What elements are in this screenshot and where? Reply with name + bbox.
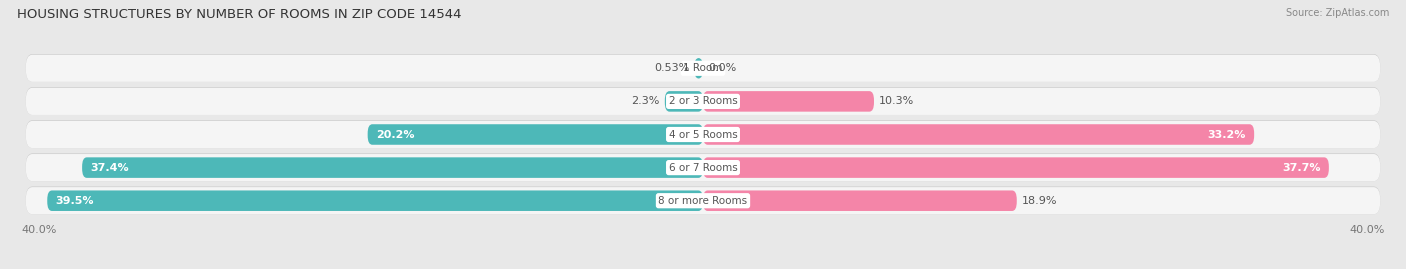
Text: 10.3%: 10.3% [879,96,914,107]
Text: 37.7%: 37.7% [1282,162,1320,173]
Text: 8 or more Rooms: 8 or more Rooms [658,196,748,206]
FancyBboxPatch shape [695,58,703,79]
Text: 18.9%: 18.9% [1022,196,1057,206]
Legend: Owner-occupied, Renter-occupied: Owner-occupied, Renter-occupied [586,268,820,269]
Text: 0.53%: 0.53% [654,63,689,73]
FancyBboxPatch shape [25,55,1381,82]
Text: 2 or 3 Rooms: 2 or 3 Rooms [669,96,737,107]
FancyBboxPatch shape [367,124,703,145]
Text: 37.4%: 37.4% [90,162,129,173]
FancyBboxPatch shape [665,91,703,112]
Text: 0.0%: 0.0% [709,63,737,73]
FancyBboxPatch shape [25,187,1381,214]
FancyBboxPatch shape [82,157,703,178]
Text: 1 Room: 1 Room [683,63,723,73]
Text: 33.2%: 33.2% [1208,129,1246,140]
FancyBboxPatch shape [703,124,1254,145]
Text: Source: ZipAtlas.com: Source: ZipAtlas.com [1285,8,1389,18]
Text: HOUSING STRUCTURES BY NUMBER OF ROOMS IN ZIP CODE 14544: HOUSING STRUCTURES BY NUMBER OF ROOMS IN… [17,8,461,21]
Text: 39.5%: 39.5% [56,196,94,206]
FancyBboxPatch shape [48,190,703,211]
FancyBboxPatch shape [25,186,1381,214]
Text: 20.2%: 20.2% [375,129,415,140]
FancyBboxPatch shape [25,87,1381,115]
FancyBboxPatch shape [25,154,1381,181]
FancyBboxPatch shape [25,153,1381,181]
FancyBboxPatch shape [25,121,1381,148]
Text: 6 or 7 Rooms: 6 or 7 Rooms [669,162,737,173]
FancyBboxPatch shape [25,120,1381,148]
FancyBboxPatch shape [703,91,875,112]
FancyBboxPatch shape [703,157,1329,178]
FancyBboxPatch shape [25,54,1381,82]
Text: 4 or 5 Rooms: 4 or 5 Rooms [669,129,737,140]
Text: 2.3%: 2.3% [631,96,659,107]
FancyBboxPatch shape [25,88,1381,115]
FancyBboxPatch shape [703,190,1017,211]
